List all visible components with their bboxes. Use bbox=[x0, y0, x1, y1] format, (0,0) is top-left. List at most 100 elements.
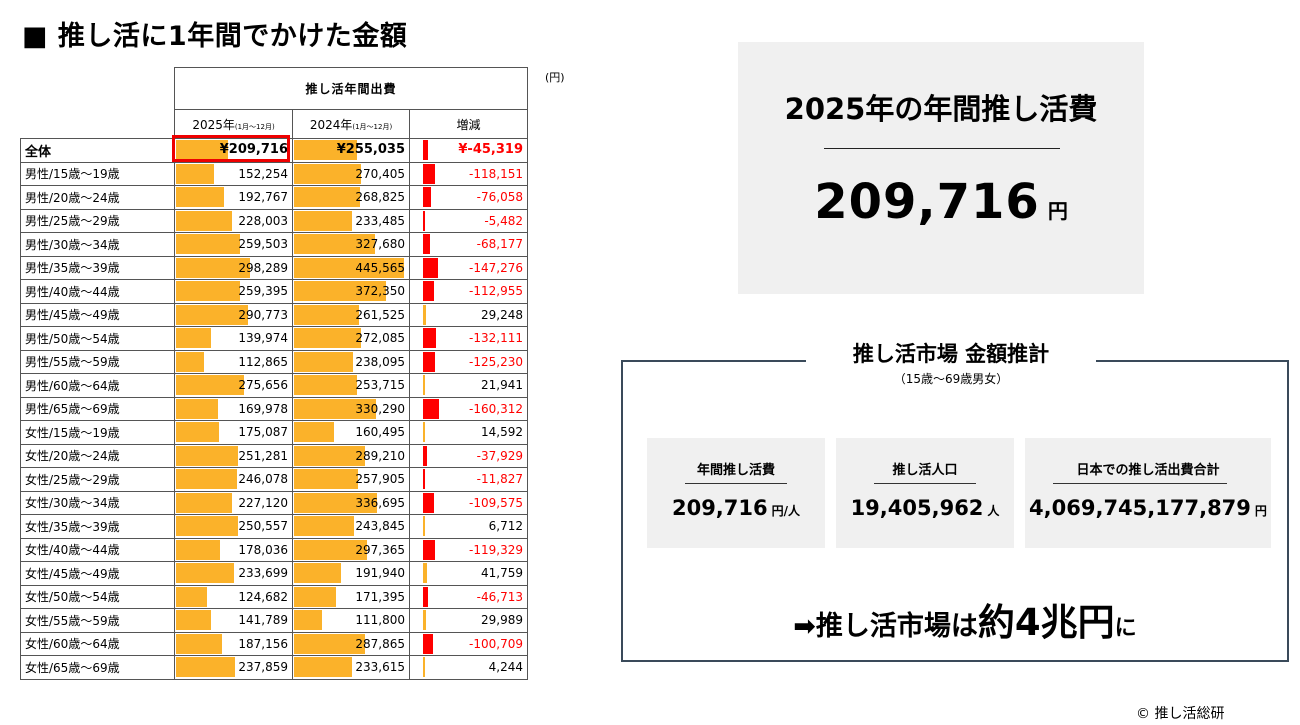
bar-2025 bbox=[176, 422, 219, 443]
bar-2024 bbox=[294, 586, 336, 607]
table-row: 女性/55歳～59歳 141,789 111,800 29,989 bbox=[20, 608, 528, 633]
bar-2024 bbox=[294, 563, 341, 584]
table-row: 女性/60歳～64歳 187,156 287,865 -100,709 bbox=[20, 631, 528, 656]
bar-2024 bbox=[294, 351, 353, 372]
value-2024: 238,095 bbox=[355, 354, 405, 369]
bar-diff bbox=[423, 187, 431, 208]
cell-diff: -109,575 bbox=[409, 490, 528, 515]
value-2024: 191,940 bbox=[355, 566, 405, 581]
value-2024: 233,615 bbox=[355, 660, 405, 675]
value-diff: -147,276 bbox=[469, 260, 523, 275]
table-row: 男性/15歳～19歳 152,254 270,405 -118,151 bbox=[20, 161, 528, 186]
value-2024: 327,680 bbox=[355, 237, 405, 252]
bar-diff bbox=[423, 281, 434, 302]
value-2024: 171,395 bbox=[355, 589, 405, 604]
annual-card-unit: 円 bbox=[1047, 199, 1068, 223]
cell-diff: -5,482 bbox=[409, 208, 528, 233]
value-2025: 112,865 bbox=[238, 354, 288, 369]
cell-2025: 246,078 bbox=[174, 467, 293, 492]
divider bbox=[824, 148, 1060, 149]
value-2025: 178,036 bbox=[238, 542, 288, 557]
value-2025: 152,254 bbox=[238, 166, 288, 181]
cell-2025: 192,767 bbox=[174, 185, 293, 210]
value-2025: 259,395 bbox=[238, 284, 288, 299]
bar-2024 bbox=[294, 657, 352, 678]
col-header-2025: 2025年(1月～12月) bbox=[174, 109, 293, 139]
value-2025: 187,156 bbox=[238, 636, 288, 651]
bar-diff bbox=[423, 586, 428, 607]
table-row: 男性/35歳～39歳 298,289 445,565 -147,276 bbox=[20, 255, 528, 280]
bar-2025 bbox=[176, 375, 244, 396]
value-2025: 298,289 bbox=[238, 260, 288, 275]
value-2025: 246,078 bbox=[238, 472, 288, 487]
value-2024: 257,905 bbox=[355, 472, 405, 487]
market-card-population: 推し活人口 19,405,962 人 bbox=[836, 438, 1014, 548]
conclusion-suffix: に bbox=[1114, 616, 1137, 641]
value-2024: 289,210 bbox=[355, 448, 405, 463]
value-diff: 29,989 bbox=[481, 613, 523, 628]
cell-diff: -160,312 bbox=[409, 396, 528, 421]
bar-2025 bbox=[176, 539, 220, 560]
bar-2024 bbox=[294, 328, 361, 349]
cell-2024: 253,715 bbox=[292, 373, 410, 398]
table-row: 男性/50歳～54歳 139,974 272,085 -132,111 bbox=[20, 326, 528, 351]
bar-diff bbox=[423, 422, 425, 443]
cell-2024: 287,865 bbox=[292, 631, 410, 656]
bar-2024 bbox=[294, 140, 357, 161]
annual-card-number: 209,716 bbox=[814, 174, 1040, 230]
cell-2024: 336,695 bbox=[292, 490, 410, 515]
table-row: 女性/65歳～69歳 237,859 233,615 4,244 bbox=[20, 655, 528, 680]
value-diff: -119,329 bbox=[469, 542, 523, 557]
value-2024: 297,365 bbox=[355, 542, 405, 557]
value-2025: 250,557 bbox=[238, 519, 288, 534]
value-2024: 111,800 bbox=[355, 613, 405, 628]
bar-2024 bbox=[294, 210, 352, 231]
table-header-main: 推し活年間出費 bbox=[174, 67, 528, 110]
value-diff: -160,312 bbox=[469, 401, 523, 416]
bar-diff bbox=[423, 492, 434, 513]
bar-diff bbox=[423, 398, 439, 419]
market-title: 推し活市場 金額推計 bbox=[806, 338, 1096, 368]
bar-diff bbox=[423, 257, 438, 278]
cell-2024: 261,525 bbox=[292, 302, 410, 327]
bar-2024 bbox=[294, 234, 375, 255]
cell-2024: 297,365 bbox=[292, 537, 410, 562]
annual-card-value: 209,716 円 bbox=[738, 174, 1144, 230]
cell-2025: 139,974 bbox=[174, 326, 293, 351]
value-diff: -109,575 bbox=[469, 495, 523, 510]
bar-2025 bbox=[176, 516, 238, 537]
cell-diff: 4,244 bbox=[409, 655, 528, 680]
bar-2025 bbox=[176, 469, 237, 490]
conclusion-text: 推し活市場は bbox=[815, 611, 978, 642]
cell-2025: 250,557 bbox=[174, 514, 293, 539]
value-2025: 290,773 bbox=[238, 307, 288, 322]
value-2024: ¥255,035 bbox=[336, 142, 405, 158]
bar-diff bbox=[423, 610, 426, 631]
value-diff: ¥-45,319 bbox=[458, 142, 523, 158]
value-diff: 29,248 bbox=[481, 307, 523, 322]
value-2025: 192,767 bbox=[238, 190, 288, 205]
row-label: 女性/55歳～59歳 bbox=[20, 608, 175, 633]
cell-diff: -112,955 bbox=[409, 279, 528, 304]
col-header-2025-sub: (1月～12月) bbox=[234, 122, 275, 131]
value-2025: 251,281 bbox=[238, 448, 288, 463]
cell-diff: 6,712 bbox=[409, 514, 528, 539]
cell-2025: 290,773 bbox=[174, 302, 293, 327]
bar-diff bbox=[423, 516, 425, 537]
cell-diff: -118,151 bbox=[409, 161, 528, 186]
cell-2024: 270,405 bbox=[292, 161, 410, 186]
cell-2024: 243,845 bbox=[292, 514, 410, 539]
bar-2025 bbox=[176, 234, 240, 255]
bar-2025 bbox=[176, 398, 218, 419]
row-label: 女性/35歳～39歳 bbox=[20, 514, 175, 539]
value-diff: -11,827 bbox=[476, 472, 523, 487]
market-card-value: 4,069,745,177,879 円 bbox=[1025, 496, 1271, 520]
divider bbox=[685, 483, 787, 484]
value-2025: 141,789 bbox=[238, 613, 288, 628]
row-label: 女性/30歳～34歳 bbox=[20, 490, 175, 515]
cell-diff: -119,329 bbox=[409, 537, 528, 562]
value-2024: 330,290 bbox=[355, 401, 405, 416]
cell-2025: 112,865 bbox=[174, 349, 293, 374]
value-diff: -132,111 bbox=[469, 331, 523, 346]
bar-2024 bbox=[294, 539, 367, 560]
